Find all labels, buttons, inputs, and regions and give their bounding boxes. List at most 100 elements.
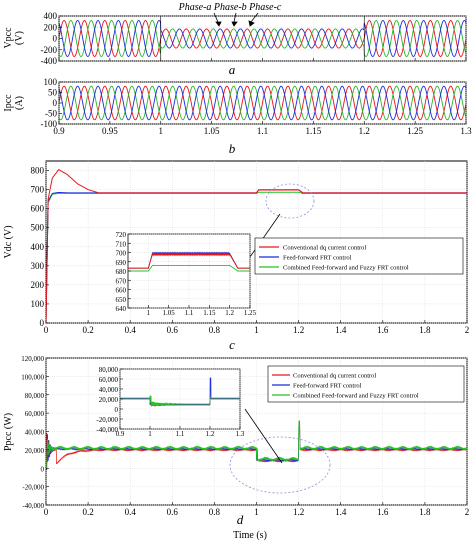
legend-label: Conventional dq current control: [293, 373, 376, 380]
x-tick-label: 2: [465, 507, 470, 517]
y-tick-label: 680: [116, 268, 127, 276]
panel-d-series-line: [46, 420, 467, 469]
y-tick-label: 20,000: [99, 396, 119, 404]
y-tick-label: 0: [41, 465, 45, 473]
panel-d-label: d: [237, 512, 244, 527]
x-tick-label: 1.25: [407, 126, 423, 136]
legend-label: Feed-forward FRT control: [293, 383, 362, 390]
panel-d-inset-series: [120, 377, 240, 407]
x-tick-label: 0.6: [167, 325, 179, 335]
y-tick-label: 40,000: [99, 386, 119, 394]
y-tick-label: 40,000: [25, 429, 45, 437]
y-tick-label: 100: [44, 77, 58, 87]
panel-c-series-line: [46, 191, 467, 323]
x-tick-label: 0.9: [53, 126, 65, 136]
y-tick-label: 0: [115, 406, 119, 414]
y-tick-label: 20,000: [25, 447, 45, 455]
y-tick-label: 710: [116, 240, 127, 248]
y-tick-label: -200: [41, 45, 58, 55]
x-tick-label: 1: [159, 126, 164, 136]
panel-c-legend: Conventional dq current control Feed-forw…: [254, 237, 464, 275]
y-tick-label: 60,000: [99, 376, 119, 384]
y-tick-label: 50: [48, 88, 58, 98]
x-tick-label: 1.1: [185, 309, 194, 317]
y-tick-label: 80,000: [25, 392, 45, 400]
x-tick-label: 1.8: [419, 507, 431, 517]
panel-d-inset-series-line: [120, 396, 240, 407]
y-tick-label: 690: [116, 259, 127, 267]
x-tick-label: 0.95: [102, 126, 118, 136]
x-tick-label: 1.05: [163, 309, 176, 317]
x-tick-label: 1.2: [206, 430, 215, 438]
x-tick-label: 1.3: [460, 126, 472, 136]
x-tick-label: 1.2: [293, 507, 304, 517]
x-tick-label: 0.2: [82, 325, 93, 335]
panel-b-label: b: [229, 141, 236, 156]
panel-c-series: [46, 168, 467, 323]
x-tick-label: 1.1: [257, 126, 268, 136]
y-tick-label: 720: [116, 231, 127, 239]
x-tick-label: 1.3: [236, 430, 245, 438]
panel-a-series-line: [59, 20, 466, 57]
panel-d-zoom-ellipse: [229, 436, 331, 494]
x-tick-label: 1.6: [377, 325, 389, 335]
panel-d-legend-box: [267, 365, 465, 403]
panel-b-x-ticks: 0.9 0.95 1 1.05 1.1 1.15 1.2 1.25 1.3: [53, 121, 472, 136]
panel-d-x-label: Time (s): [233, 530, 267, 541]
panel-d-y-label: Ppcc (W): [3, 413, 14, 451]
y-tick-label: 700: [31, 185, 45, 195]
panel-a-annotation-arrows: [213, 12, 259, 27]
panel-b-series-line: [59, 85, 466, 121]
x-tick-label: 1.15: [203, 309, 216, 317]
panel-d-legend: Conventional dq current control Feed-forw…: [267, 365, 465, 403]
panel-a-series-line: [59, 20, 466, 57]
x-tick-label: 1.6: [377, 507, 389, 517]
x-tick-label: 1.2: [293, 325, 304, 335]
panel-c-legend-box: [254, 237, 464, 275]
panel-a-phase-annotation: Phase-a Phase-b Phase-c: [178, 2, 282, 13]
x-tick-label: 0.8: [209, 325, 221, 335]
legend-label: Combined Feed-forward and Fuzzy FRT cont…: [283, 265, 409, 272]
x-tick-label: 0.8: [209, 507, 221, 517]
legend-label: Feed-forward FRT control: [283, 255, 352, 262]
panel-c-zoom-ellipse: [265, 183, 315, 219]
panel-c-series-line: [46, 168, 467, 323]
y-tick-label: 300: [31, 261, 45, 271]
panel-d-x-ticks: 0 0.2 0.4 0.6 0.8 1 1.2 1.4 1.6 1.8 2: [44, 502, 470, 517]
x-tick-label: 0.2: [82, 507, 93, 517]
panel-b-series-line: [59, 85, 466, 121]
panel-c-y-ticks: 0 100 200 300 400 500 600 700 800: [31, 166, 49, 328]
panel-d: -40,000 -20,000 0 20,000 40,000 60,000 80,000 1…: [3, 355, 469, 541]
panel-d-inset-x-ticks: 0.9 1 1.1 1.2 1.3: [116, 426, 245, 438]
x-tick-label: 0.4: [125, 507, 137, 517]
y-tick-label: 670: [116, 277, 127, 285]
x-tick-label: 0: [44, 507, 49, 517]
y-tick-label: 400: [31, 242, 45, 252]
y-tick-label: 0: [40, 318, 45, 328]
x-tick-label: 0.6: [167, 507, 179, 517]
panel-d-zoom-arrow: [244, 408, 283, 464]
x-tick-label: 1.8: [419, 325, 431, 335]
x-tick-label: 1.15: [306, 126, 322, 136]
y-tick-label: -50: [45, 109, 57, 119]
y-tick-label: 100,000: [21, 373, 44, 381]
x-tick-label: 0: [44, 325, 49, 335]
y-tick-label: 200: [31, 280, 45, 290]
y-tick-label: -20,000: [96, 416, 118, 424]
y-tick-label: -40,000: [22, 502, 44, 510]
y-tick-label: 500: [31, 223, 45, 233]
panel-d-inset-series-line: [120, 395, 240, 407]
y-tick-label: 600: [31, 204, 45, 214]
panel-c-inset-series-line: [128, 265, 250, 272]
panel-d-y-ticks: -40,000 -20,000 0 20,000 40,000 60,000 80,000 1…: [21, 355, 49, 510]
y-tick-label: 650: [116, 296, 127, 304]
x-tick-label: 0.4: [125, 325, 137, 335]
panel-a-series-line: [59, 20, 466, 57]
y-tick-label: 100: [31, 299, 45, 309]
panel-d-inset-y-ticks: -40,000 -20,000 0 20,000 40,000 60,000 80,000: [96, 366, 123, 434]
legend-label: Conventional dq current control: [283, 245, 366, 252]
panel-b-y-label: Ipcc(A): [3, 94, 25, 112]
panel-c: 0 100 200 300 400 500 600 700 800 0 0.2 0.4 0.6 0.8 1…: [3, 160, 469, 352]
y-tick-label: -100: [41, 119, 58, 129]
